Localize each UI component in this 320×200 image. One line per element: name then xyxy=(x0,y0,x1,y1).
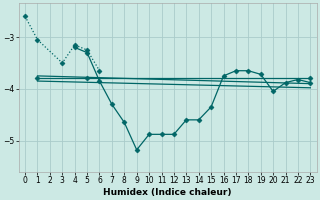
X-axis label: Humidex (Indice chaleur): Humidex (Indice chaleur) xyxy=(103,188,232,197)
